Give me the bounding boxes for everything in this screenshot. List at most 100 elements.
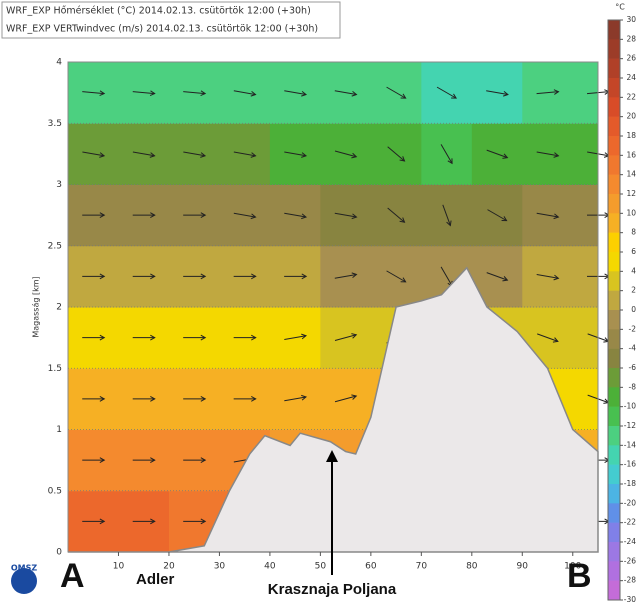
wind-arrow-head — [351, 91, 358, 97]
wind-arrow — [82, 151, 106, 158]
colorbar-tick-label: -8 — [629, 382, 637, 391]
wind-arrow-head — [400, 93, 407, 99]
wind-arrow-head — [502, 153, 509, 159]
colorbar-band — [608, 136, 620, 156]
pointer-arrow-head — [326, 450, 338, 462]
colorbar-band — [608, 484, 620, 504]
logo — [11, 568, 37, 594]
wind-arrow — [82, 212, 106, 218]
colorbar-tick-label: -2 — [629, 324, 637, 333]
colorbar-tick-label: -6 — [629, 363, 637, 372]
colorbar-tick-label: -4 — [629, 344, 637, 353]
wind-arrow — [183, 334, 207, 341]
wind-arrow-shaft — [486, 149, 508, 159]
wind-arrow-shaft — [436, 86, 457, 99]
legend-entry: WRF_EXP VERTwindvec (m/s) 2014.02.13. cs… — [6, 24, 318, 35]
colorbar-tick-label: -30 — [624, 595, 636, 604]
wind-arrow-shaft — [334, 150, 357, 158]
wind-arrow — [334, 272, 358, 279]
wind-arrow-head — [351, 333, 358, 339]
wind-arrow-head — [200, 396, 207, 402]
wind-arrow-head — [149, 90, 156, 97]
wind-arrow-head — [301, 273, 308, 280]
wind-arrow-head — [250, 91, 257, 97]
colorbar-tick-label: 24 — [626, 73, 636, 82]
legend-entry: WRF_EXP Hőmérséklet (°C) 2014.02.13. csü… — [6, 6, 311, 17]
annotation: Adler — [136, 571, 175, 588]
wind-arrow — [82, 273, 106, 280]
wind-arrow — [183, 396, 207, 402]
wind-arrow-head — [501, 216, 508, 222]
wind-arrow-head — [301, 333, 308, 340]
wind-arrow-shaft — [487, 209, 507, 222]
wind-arrow-shaft — [334, 395, 357, 403]
wind-arrow-head — [553, 274, 560, 281]
wind-arrow-shaft — [233, 212, 256, 218]
y-tick-label: 1 — [56, 425, 62, 435]
wind-arrow-shaft — [440, 144, 453, 164]
wind-arrow — [183, 212, 207, 218]
wind-arrow-shaft — [387, 146, 405, 162]
wind-arrow-head — [251, 334, 257, 341]
y-tick-label: 4 — [56, 58, 62, 68]
wind-arrow-shaft — [233, 90, 256, 96]
wind-arrow — [537, 333, 559, 343]
wind-arrow — [132, 90, 156, 97]
wind-arrow — [233, 273, 257, 280]
wind-arrow-head — [301, 152, 308, 158]
wind-arrow-head — [351, 213, 358, 220]
colorbar-tick-label: -18 — [624, 479, 636, 488]
terrain — [68, 266, 599, 553]
annotation: Krasznaja Poljana — [268, 581, 397, 598]
colorbar-tick-label: 4 — [631, 266, 636, 275]
colorbar-tick-label: -26 — [624, 556, 636, 565]
colorbar-band — [608, 310, 620, 330]
colorbar-band — [608, 232, 620, 253]
wind-arrow-head — [200, 457, 207, 463]
wind-arrow-shaft — [334, 273, 357, 279]
colorbar-band — [608, 174, 620, 195]
y-tick-label: 0.5 — [48, 486, 62, 496]
colorbar-tick-label: 8 — [631, 228, 636, 237]
wind-arrow — [442, 204, 452, 227]
wind-arrow — [334, 212, 358, 220]
x-tick-label: 30 — [214, 562, 226, 572]
y-tick-label: 3 — [56, 180, 62, 190]
wind-arrow-head — [399, 156, 406, 162]
colorbar-tick-label: 26 — [626, 54, 636, 63]
colorbar-tick-label: 28 — [626, 34, 636, 43]
colorbar-tick-label: 6 — [631, 247, 636, 256]
wind-arrow-shaft — [284, 90, 307, 96]
wind-arrow-head — [99, 152, 106, 158]
wind-arrow-shaft — [386, 270, 406, 283]
wind-arrow-shaft — [442, 204, 451, 226]
colorbar-tick-label: -22 — [624, 518, 636, 527]
wind-arrow-shaft — [183, 151, 206, 157]
wind-arrow-head — [99, 334, 106, 341]
colorbar-band — [608, 116, 620, 137]
colorbar-tick-label: 12 — [626, 189, 636, 198]
colorbar-tick-label: 14 — [626, 170, 636, 179]
colorbar-band — [608, 561, 620, 581]
wind-arrow — [536, 212, 560, 220]
wind-arrow-head — [200, 152, 207, 158]
wind-arrow — [486, 272, 509, 282]
wind-arrow — [82, 457, 106, 463]
wind-arrow-shaft — [284, 335, 307, 341]
colorbar-band — [608, 78, 620, 98]
colorbar-band — [608, 329, 620, 349]
y-tick-label: 0 — [56, 548, 62, 558]
colorbar-band — [608, 406, 620, 427]
colorbar-tick-label: 22 — [626, 92, 636, 101]
legend-box — [1, 1, 341, 39]
y-axis-label: Magasság [km] — [32, 276, 41, 337]
wind-arrow — [233, 151, 257, 158]
wind-arrow-shaft — [82, 91, 105, 95]
wind-arrow — [183, 457, 207, 463]
wind-arrow — [132, 334, 156, 341]
wind-arrow-head — [99, 457, 106, 463]
wind-arrow-shaft — [536, 151, 559, 157]
wind-arrow — [284, 394, 308, 402]
colorbar-tick-label: 2 — [631, 286, 636, 295]
